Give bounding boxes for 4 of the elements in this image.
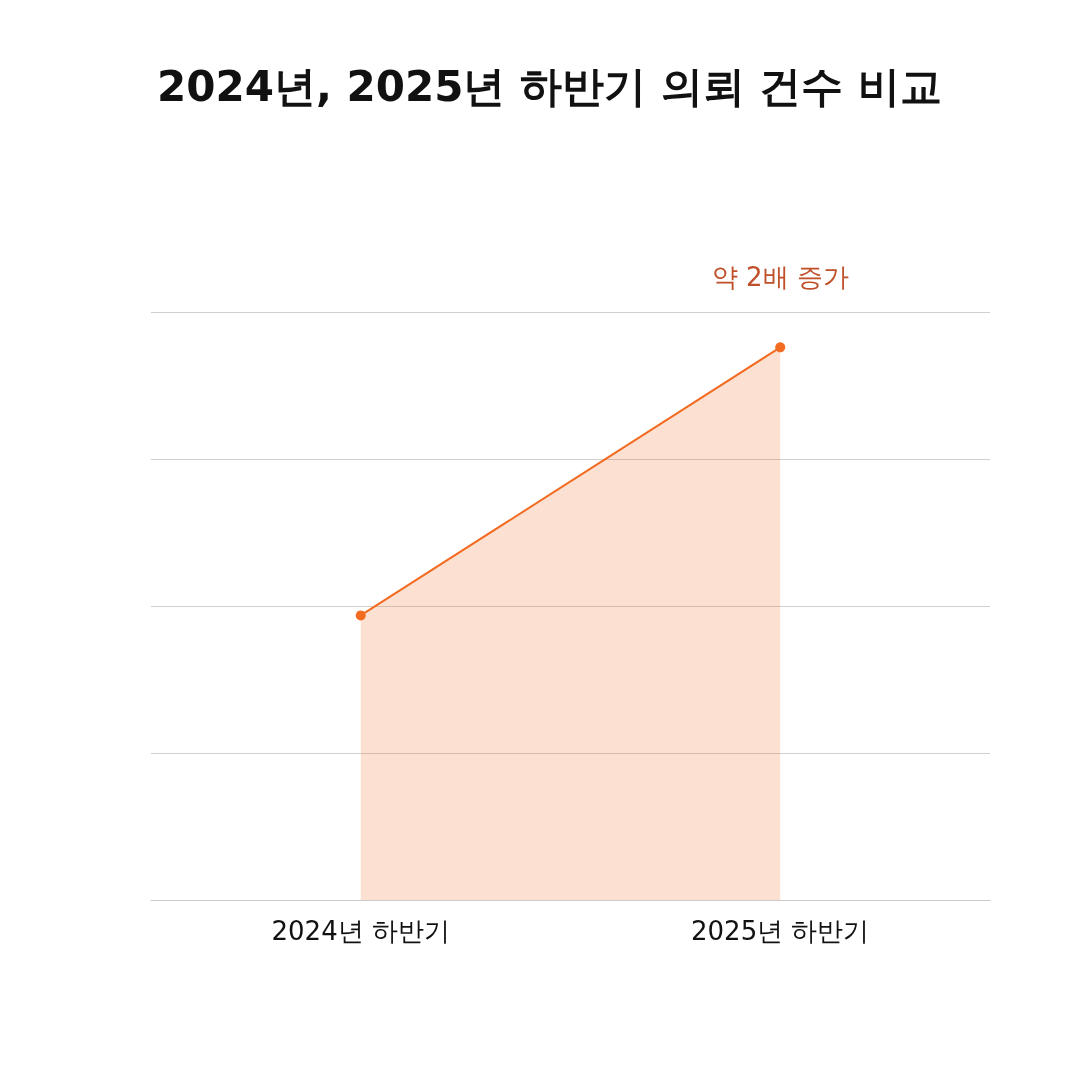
chart-title: 2024년, 2025년 하반기 의뢰 건수 비교 (157, 61, 942, 111)
x-tick-label: 2024년 하반기 (271, 916, 450, 946)
annotation: 약 2배 증가 (711, 262, 849, 293)
x-tick-label: 2025년 하반기 (691, 916, 870, 946)
